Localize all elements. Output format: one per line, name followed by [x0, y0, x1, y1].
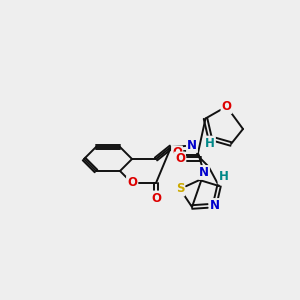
Text: O: O: [127, 176, 137, 190]
Text: S: S: [176, 182, 184, 196]
Text: O: O: [221, 100, 232, 113]
Text: N: N: [187, 139, 197, 152]
Text: O: O: [151, 191, 161, 205]
Text: H: H: [219, 170, 228, 184]
Text: H: H: [205, 136, 215, 150]
Text: N: N: [199, 166, 209, 179]
Text: O: O: [172, 146, 182, 160]
Text: O: O: [175, 152, 185, 166]
Text: N: N: [209, 199, 220, 212]
